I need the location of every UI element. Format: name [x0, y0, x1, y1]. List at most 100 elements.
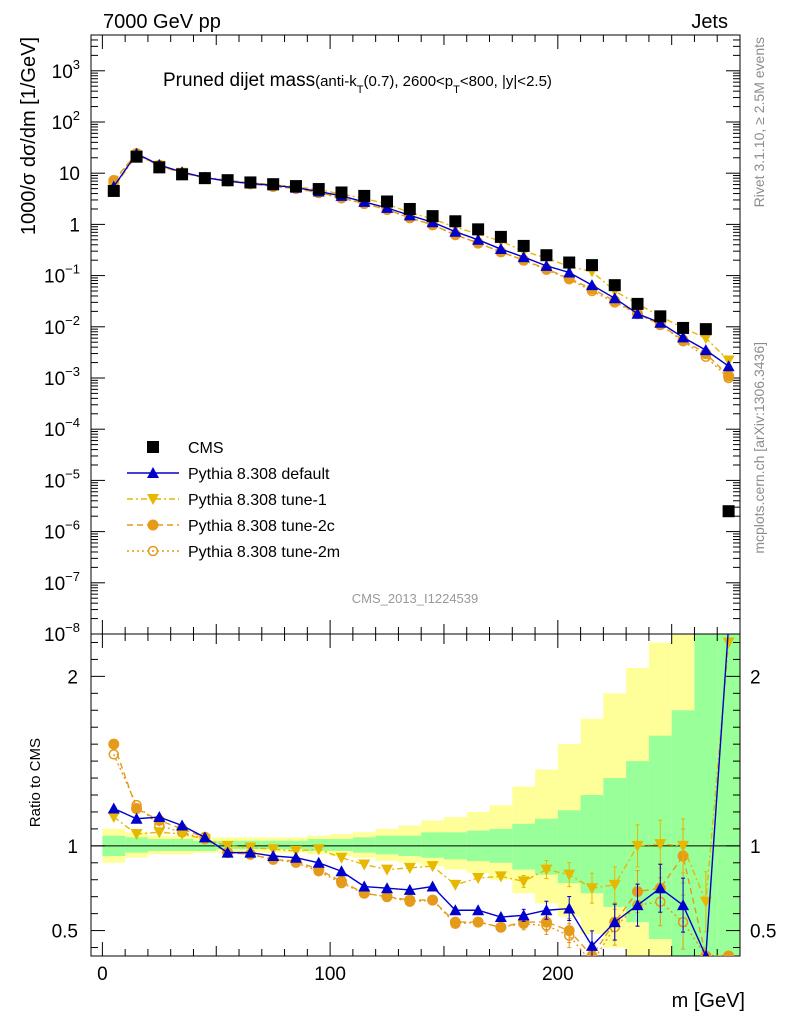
- point-data: [540, 249, 553, 262]
- y-tick-label-main: 10−8: [44, 620, 80, 646]
- ratio-point-default: [358, 880, 371, 892]
- header-right: Jets: [691, 11, 728, 33]
- ratio-point-default: [723, 620, 735, 631]
- legend-marker-data: [147, 441, 159, 453]
- ratio-point-tune1: [176, 828, 189, 840]
- ratio-point-default: [540, 904, 553, 916]
- legend-label-default: Pythia 8.308 default: [188, 466, 330, 483]
- x-axis-title: m [GeV]: [672, 990, 745, 1012]
- ratio-line-tune1: [113, 642, 730, 903]
- point-data: [107, 184, 120, 197]
- point-default: [540, 259, 553, 271]
- ratio-series: [107, 620, 735, 956]
- point-tune1: [699, 333, 712, 345]
- ratio-point-default: [517, 909, 530, 921]
- ratio-point-tune1: [631, 840, 644, 852]
- ratio-point-tune1: [221, 840, 234, 852]
- header-left: 7000 GeV pp: [103, 11, 221, 33]
- plot-title: Pruned dijet mass(anti-kT(0.7), 2600<pT<…: [163, 70, 552, 96]
- ratio-point-tune2c: [563, 925, 575, 937]
- y-tick-label-main: 1: [69, 215, 80, 236]
- ratio-point-tune1: [472, 873, 485, 885]
- ratio-point-tune2c: [540, 916, 552, 928]
- ratio-point-default: [631, 899, 644, 911]
- point-data: [563, 256, 576, 269]
- ratio-line-tune2c: [113, 743, 729, 956]
- band-inner-bin: [352, 837, 376, 853]
- x-tick-label: 100: [314, 964, 346, 985]
- ratio-point-tune1: [540, 864, 553, 876]
- legend-label-data: CMS: [188, 440, 224, 457]
- y-tick-label-main: 10−2: [44, 313, 80, 339]
- point-data: [585, 259, 598, 272]
- band-inner-bin: [580, 795, 604, 894]
- point-data: [654, 310, 667, 323]
- ratio-point-tune1: [130, 828, 143, 840]
- ratio-point-default: [449, 904, 462, 916]
- series-line-tune2c: [113, 152, 730, 377]
- plot-title-sub-1: (anti-k: [315, 73, 357, 90]
- ratio-point-tune1: [449, 879, 462, 891]
- y-tick-label-main: 10−1: [44, 262, 80, 288]
- ratio-point-tune1: [107, 812, 120, 824]
- point-data: [153, 161, 166, 174]
- point-default: [449, 225, 462, 237]
- ratio-point-tune1: [494, 871, 507, 883]
- mcplots-label: mcplots.cern.ch [arXiv:1306.3436]: [751, 342, 767, 554]
- point-default: [677, 331, 690, 343]
- ratio-point-tune1: [426, 861, 439, 873]
- y-tick-label-ratio-right: 1: [750, 837, 761, 858]
- axes: 10−810−710−610−510−410−310−210−111010210…: [44, 34, 776, 985]
- ratio-point-default: [608, 916, 621, 928]
- y-tick-label-main: 103: [52, 57, 80, 83]
- legend-label-tune1: Pythia 8.308 tune-1: [188, 492, 327, 509]
- ratio-point-default: [677, 899, 690, 911]
- ratio-point-default: [654, 882, 667, 894]
- point-data: [517, 239, 530, 252]
- ratio-point-tune1: [563, 869, 576, 881]
- point-data: [130, 150, 143, 163]
- ratio-point-default: [702, 950, 710, 956]
- plot-title-sub-3: (0.7), 2600<p: [364, 73, 454, 90]
- ratio-point-default: [289, 851, 302, 863]
- ratio-point-default: [426, 880, 439, 892]
- point-data: [608, 279, 621, 292]
- point-data: [494, 230, 507, 243]
- point-data: [312, 183, 325, 196]
- point-data: [198, 172, 211, 185]
- ratio-point-tune1: [312, 844, 325, 856]
- ratio-point-tune1: [358, 859, 371, 871]
- y-tick-label-main: 10−7: [44, 569, 80, 595]
- point-data: [267, 178, 280, 191]
- series-line-tune1: [113, 154, 730, 361]
- point-default: [631, 307, 644, 319]
- legend-marker-default: [147, 467, 159, 478]
- main-series: [107, 147, 735, 518]
- ratio-point-tune1: [608, 879, 621, 891]
- ratio-point-default: [153, 811, 166, 823]
- y-tick-label-ratio: 1: [67, 837, 78, 858]
- x-tick-label: 0: [97, 964, 108, 985]
- ratio-point-tune2c: [723, 950, 735, 956]
- ratio-point-default: [312, 856, 325, 868]
- band-inner-bin: [147, 839, 171, 851]
- point-tune2c: [723, 370, 735, 382]
- point-data: [426, 210, 439, 223]
- legend-marker-tune1: [147, 494, 159, 505]
- y-tick-label-main: 10: [59, 164, 80, 185]
- ratio-point-tune1: [585, 883, 598, 895]
- ratio-point-tune1: [267, 844, 280, 856]
- ratio-point-tune2c: [381, 891, 393, 903]
- point-default: [517, 251, 530, 263]
- ratio-point-tune1: [289, 845, 302, 857]
- ratio-point-tune1: [335, 852, 348, 864]
- point-data: [631, 297, 644, 310]
- band-inner-bin: [170, 839, 194, 851]
- band-inner-bin: [125, 837, 148, 853]
- y-axis-title-ratio: Ratio to CMS: [27, 738, 44, 827]
- point-default: [722, 360, 735, 372]
- plot-title-sub-5: <800, |y|<2.5): [460, 73, 552, 90]
- ratio-point-default: [335, 865, 348, 877]
- y-tick-label-main: 10−5: [44, 466, 80, 492]
